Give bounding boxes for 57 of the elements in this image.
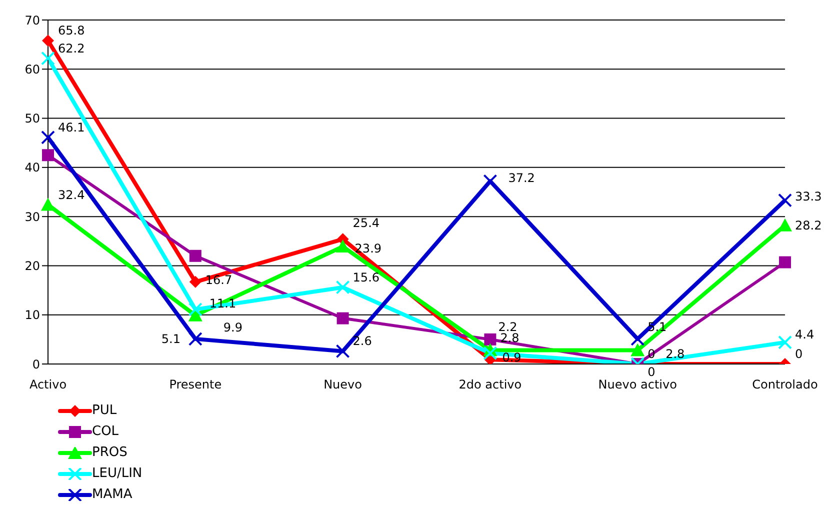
point [188,332,202,346]
point [336,344,350,358]
data-label: 23.9 [354,242,382,256]
point [483,346,498,360]
data-label: 65.8 [58,24,85,38]
point [778,193,792,208]
point [42,149,54,162]
data-label: 15.6 [352,270,380,284]
point [41,51,55,66]
legend-label: PROS [92,445,128,460]
point [484,333,496,346]
data-label: 62.2 [58,41,85,56]
data-label: 37.2 [508,171,535,186]
legend-label: PUL [92,403,117,418]
data-label: 5.1 [161,332,180,346]
point [779,256,791,268]
point [630,343,645,356]
x-tick-label: 2do activo [458,378,522,392]
x-tick-label: Controlado [752,378,818,392]
y-tick-label: 30 [24,210,40,224]
y-tick-label: 60 [24,62,40,76]
data-label: 32.4 [58,188,85,202]
data-label: 2.6 [352,334,372,348]
x-tick-label: Nuevo activo [598,378,677,392]
point [42,34,54,47]
y-tick-label: 70 [24,13,40,28]
data-label: 0 [795,347,803,361]
y-tick-label: 50 [24,112,40,126]
point [336,312,349,324]
y-tick-label: 0 [32,357,40,372]
legend-label: LEU/LIN [92,466,142,481]
point [336,280,350,294]
point [778,218,792,232]
legend-label: COL [92,424,119,439]
data-label: 16.7 [205,272,232,287]
data-label: 33.3 [795,189,822,204]
data-label: 46.1 [58,120,85,134]
x-tick-label: Presente [169,378,222,392]
point [41,198,55,211]
point [189,276,202,288]
legend-label: MAMA [92,487,132,502]
data-label: 0.9 [502,350,522,365]
point [41,130,55,144]
point [189,250,202,262]
data-label: 25.4 [352,216,380,230]
y-tick-label: 40 [24,160,40,175]
data-label: 0 [648,365,656,379]
point [188,302,202,316]
point [336,240,350,253]
x-tick-label: Nuevo [324,378,362,392]
data-label: 28.2 [795,218,822,232]
data-label: 4.4 [795,327,814,342]
y-tick-label: 10 [24,308,40,322]
data-label: 9.9 [223,320,242,334]
point [778,335,792,350]
x-tick-label: Activo [29,378,67,392]
y-tick-label: 20 [24,258,40,273]
